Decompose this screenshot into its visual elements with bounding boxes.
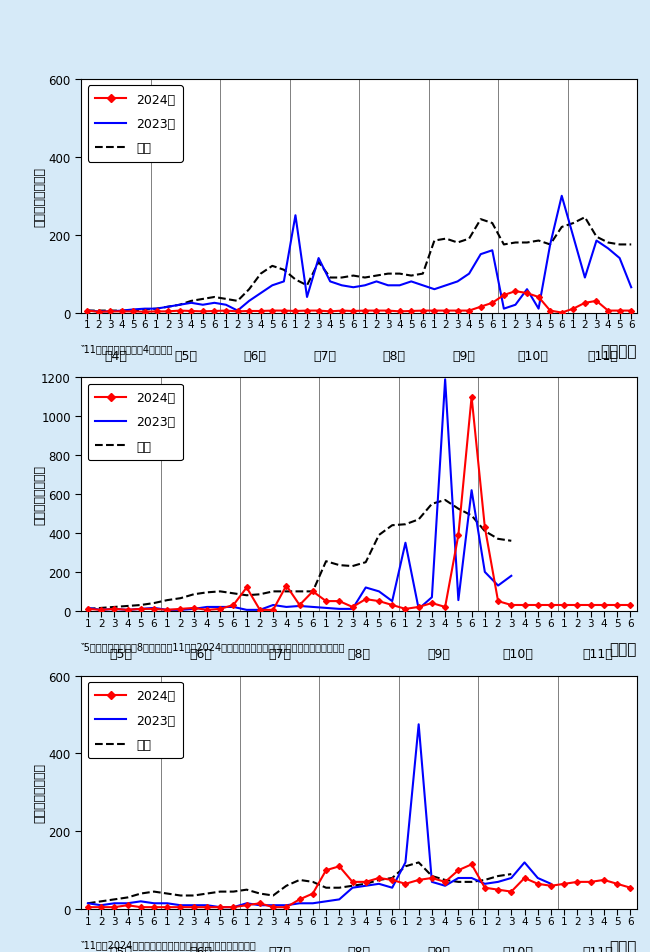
Text: ‶11月の平年値は過去4年の平均: ‶11月の平年値は過去4年の平均	[81, 344, 174, 353]
Text: 〈11月: 〈11月	[582, 647, 613, 661]
Text: 〈11月: 〈11月	[582, 945, 613, 952]
Text: 〈9月: 〈9月	[427, 647, 450, 661]
Text: 〈6月: 〈6月	[244, 349, 266, 363]
Text: 〈8月: 〈8月	[382, 349, 406, 363]
Text: ‶5月の平年値は過去8年の平均。11月は2024年より調査を開始したため、前年・平年値なし: ‶5月の平年値は過去8年の平均。11月は2024年より調査を開始したため、前年・…	[81, 642, 346, 651]
Text: 誤殺成虫数（頭）: 誤殺成虫数（頭）	[33, 763, 46, 823]
Text: ‶11月は2024年より調査を開始したため、前年・平年値なし: ‶11月は2024年より調査を開始したため、前年・平年値なし	[81, 940, 257, 949]
Text: 〈10月: 〈10月	[502, 647, 534, 661]
Text: 〈5月: 〈5月	[109, 647, 133, 661]
Text: 筑後市: 筑後市	[610, 642, 637, 657]
Legend: 2024年, 2023年, 平年: 2024年, 2023年, 平年	[88, 683, 183, 759]
Text: 〈8月: 〈8月	[348, 647, 370, 661]
Text: 〈11月: 〈11月	[587, 349, 618, 363]
Text: 〈7月: 〈7月	[313, 349, 336, 363]
Text: 〈9月: 〈9月	[452, 349, 474, 363]
Text: 〈4月: 〈4月	[105, 349, 127, 363]
Legend: 2024年, 2023年, 平年: 2024年, 2023年, 平年	[88, 87, 183, 163]
Text: 〈10月: 〈10月	[502, 945, 534, 952]
Text: 筑紫野市: 筑紫野市	[601, 344, 637, 359]
Text: 行橋市: 行橋市	[610, 940, 637, 952]
Text: 誤殺成虫数（頭）: 誤殺成虫数（頭）	[33, 167, 46, 227]
Text: 〈8月: 〈8月	[348, 945, 370, 952]
Text: 〈7月: 〈7月	[268, 647, 291, 661]
Text: 〈5月: 〈5月	[109, 945, 133, 952]
Legend: 2024年, 2023年, 平年: 2024年, 2023年, 平年	[88, 385, 183, 461]
Text: 〈9月: 〈9月	[427, 945, 450, 952]
Text: 〈6月: 〈6月	[189, 945, 212, 952]
Text: 〈7月: 〈7月	[268, 945, 291, 952]
Text: 〈6月: 〈6月	[189, 647, 212, 661]
Text: 〈5月: 〈5月	[174, 349, 197, 363]
Text: 誤殺成虫数（頭）: 誤殺成虫数（頭）	[33, 465, 46, 525]
Text: 〈10月: 〈10月	[517, 349, 548, 363]
